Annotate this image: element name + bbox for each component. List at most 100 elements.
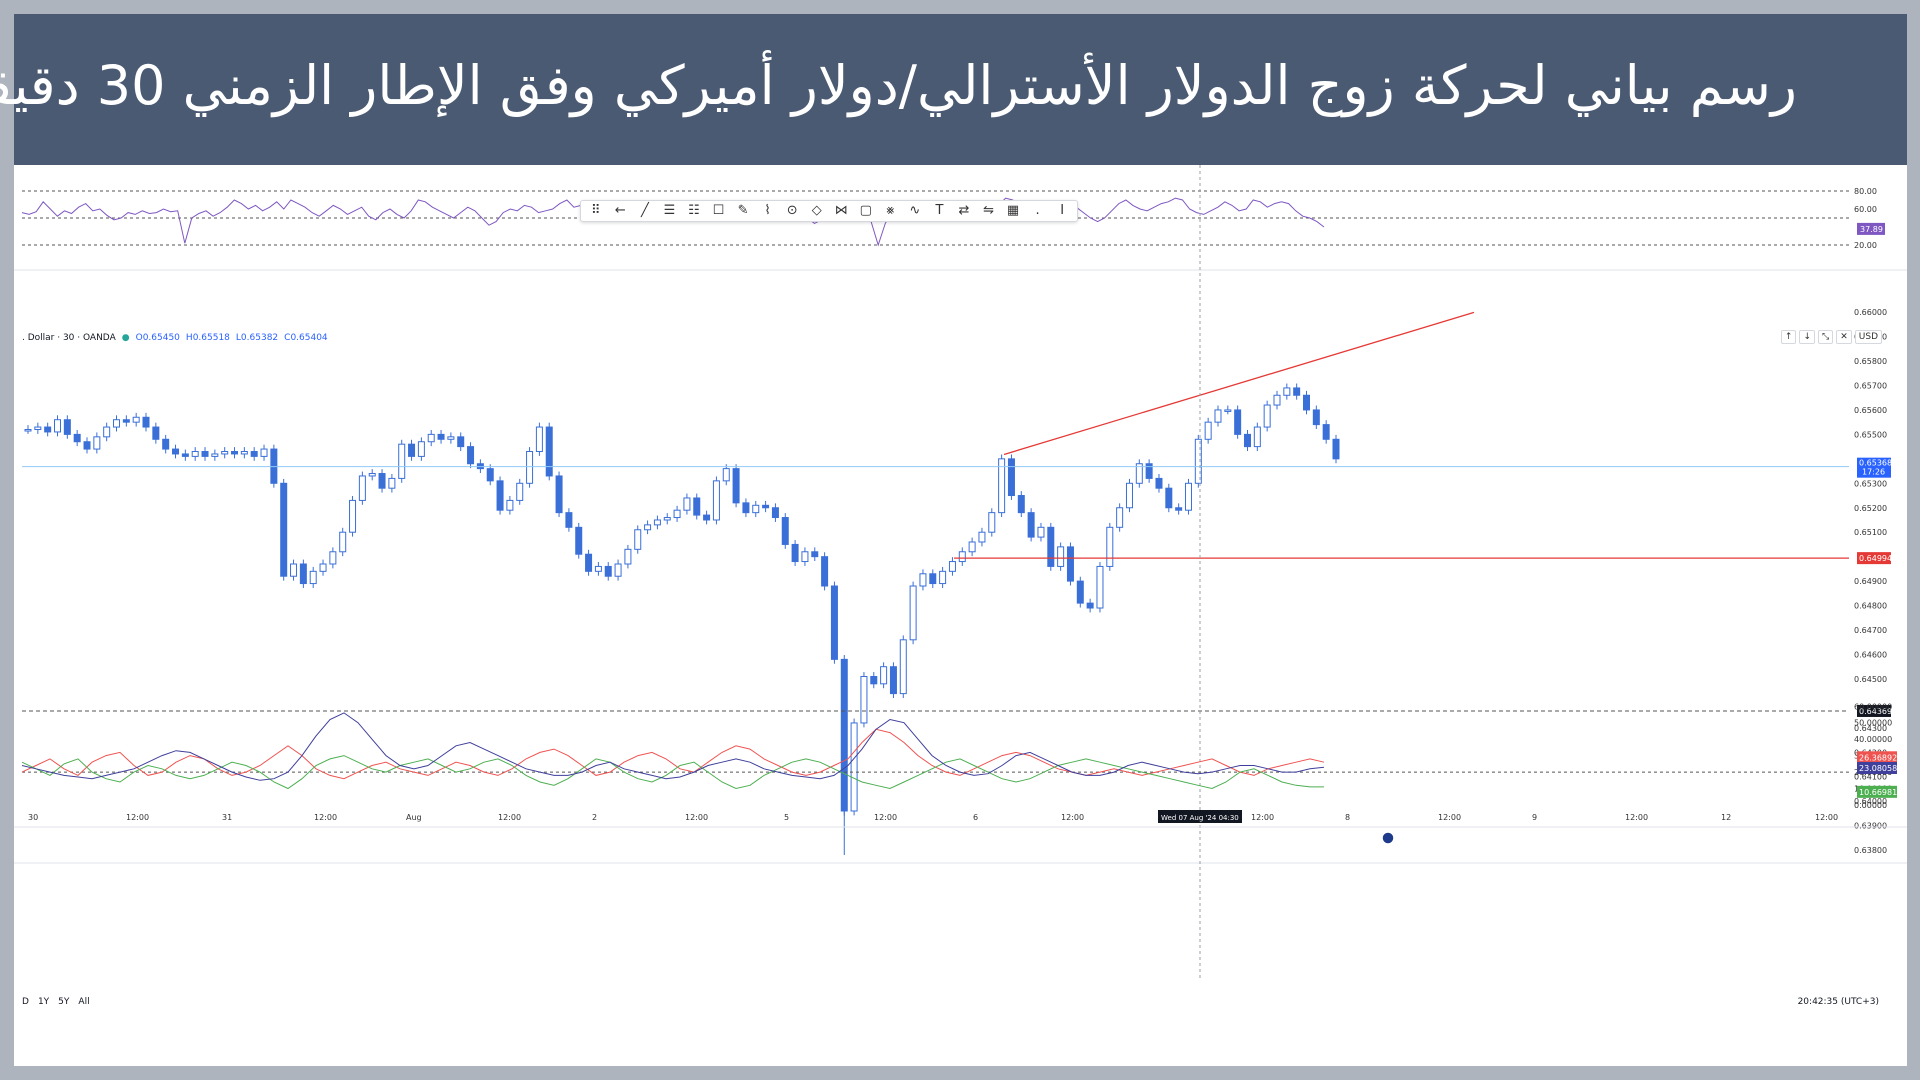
candle-body [427, 433, 435, 443]
tool-icon-19[interactable]: I [1060, 203, 1065, 218]
time-tick-label: Aug [406, 813, 422, 822]
candle-body [309, 570, 317, 585]
candle-body [1204, 421, 1212, 440]
candle-body [506, 499, 514, 511]
candle-body [1165, 487, 1173, 509]
tool-icon-0[interactable]: ⠿ [591, 203, 601, 218]
tool-icon-11[interactable]: ▢ [859, 203, 872, 218]
symbol-label[interactable]: . Dollar · 30 · OANDA [22, 333, 116, 343]
candle-body [732, 468, 740, 504]
price-tick-label: 0.66000 [1854, 308, 1887, 317]
tool-icon-16[interactable]: ⇋ [983, 203, 994, 218]
price-tick-label: 0.64700 [1854, 626, 1887, 635]
legend-low: L0.65382 [235, 333, 279, 343]
candle-body [1135, 463, 1143, 484]
tool-icon-12[interactable]: ⨳ [886, 203, 895, 218]
candle-body [221, 451, 229, 455]
tool-icon-4[interactable]: ☷ [688, 203, 700, 218]
candle-body [850, 722, 858, 812]
title-banner: رسم بياني لحركة زوج الدولار الأسترالي/دو… [0, 14, 1907, 165]
tool-icon-7[interactable]: ⌇ [764, 203, 771, 218]
candle-body [1243, 433, 1251, 448]
candle-body [339, 531, 347, 553]
tool-icon-17[interactable]: ▦ [1006, 203, 1020, 218]
candle-body [1214, 409, 1222, 423]
range-button-5Y[interactable]: 5Y [58, 997, 70, 1007]
restore-icon[interactable]: ⤡ [1818, 330, 1834, 344]
di-minus-label: 26.36892 [1859, 753, 1897, 762]
tool-icon-5[interactable]: ☐ [712, 203, 725, 218]
range-button-D[interactable]: D [22, 997, 29, 1007]
candle-body [388, 477, 396, 489]
tool-icon-14[interactable]: T [935, 203, 944, 218]
range-button-1Y[interactable]: 1Y [37, 997, 50, 1007]
currency-button[interactable]: USD [1854, 330, 1882, 344]
candle-body [948, 561, 956, 572]
time-tick-label: 12:00 [1438, 813, 1461, 822]
candle-body [1037, 526, 1045, 538]
candle-body [132, 416, 140, 423]
time-tick-label: 12:00 [126, 813, 149, 822]
price-tick-label: 0.63800 [1854, 846, 1887, 855]
close-icon[interactable]: ✕ [1836, 330, 1852, 344]
range-button-All[interactable]: All [78, 997, 90, 1007]
dmi-tick-label: 60.00000 [1854, 702, 1892, 711]
candle-body [880, 666, 888, 685]
candle-body [368, 473, 376, 477]
candle-body [447, 436, 455, 440]
tool-icon-8[interactable]: ⊙ [786, 203, 798, 218]
candle-body [821, 556, 829, 587]
dashed-level-badge [1857, 704, 1891, 717]
tool-icon-15[interactable]: ⇄ [958, 203, 970, 218]
candle-body [614, 563, 622, 577]
candle-body [73, 433, 81, 443]
tool-icon-13[interactable]: ∿ [909, 203, 921, 218]
candle-body [1302, 394, 1310, 411]
time-tick-label: 12:00 [685, 813, 708, 822]
clock-label: 20:42:35 (UTC+3) [1797, 997, 1879, 1007]
tool-icon-9[interactable]: ◇ [811, 203, 822, 218]
candle-body [1332, 438, 1340, 460]
candle-body [378, 473, 386, 489]
candle-body [231, 451, 239, 455]
candle-body [870, 675, 878, 685]
dmi-tick-label: 50.00000 [1854, 719, 1892, 728]
dashed-level-label: 0.64369 [1859, 707, 1892, 716]
candle-body [1017, 495, 1025, 514]
time-tick-label: 12:00 [874, 813, 897, 822]
candle-body [437, 433, 445, 440]
rsi-tick-label: 20.00 [1854, 241, 1877, 250]
tool-icon-10[interactable]: ⋈ [834, 203, 848, 218]
candle-body [358, 475, 366, 501]
rsi-tick-label: 60.00 [1854, 205, 1877, 214]
event-flag-icon [1381, 831, 1395, 845]
candle-body [24, 428, 32, 432]
page-frame: رسم بياني لحركة زوج الدولار الأسترالي/دو… [0, 14, 1907, 1066]
price-tick-label: 0.64600 [1854, 650, 1887, 659]
candle-body [889, 666, 897, 695]
candle-body [535, 426, 543, 453]
candle-body [1224, 409, 1232, 412]
arrow-down-icon[interactable]: ↓ [1799, 330, 1816, 344]
chart-canvas[interactable]: 80.0060.0020.0037.890.660000.659000.6580… [14, 165, 1907, 1066]
tool-icon-3[interactable]: ☰ [663, 203, 676, 218]
candle-body [781, 517, 789, 545]
candle-body [181, 453, 189, 457]
price-tick-label: 0.64800 [1854, 602, 1887, 611]
dmi-tick-label: 40.00000 [1854, 735, 1892, 744]
time-tick-label: 12:00 [314, 813, 337, 822]
tool-icon-1[interactable]: ← [614, 203, 626, 218]
candle-body [771, 507, 779, 519]
tool-icon-18[interactable]: . [1035, 203, 1040, 218]
tool-icon-2[interactable]: ╱ [640, 203, 649, 218]
candle-body [1263, 404, 1271, 428]
tool-icon-6[interactable]: ✎ [737, 203, 749, 218]
candle-body [191, 451, 199, 457]
arrow-up-icon[interactable]: ↑ [1780, 330, 1797, 344]
candle-body [1057, 546, 1065, 567]
price-tick-label: 0.64900 [1854, 577, 1887, 586]
candle-body [329, 551, 337, 565]
chart-area[interactable]: 80.0060.0020.0037.890.660000.659000.6580… [14, 165, 1907, 1066]
time-tick-label: 12:00 [498, 813, 521, 822]
candle-body [290, 563, 298, 577]
